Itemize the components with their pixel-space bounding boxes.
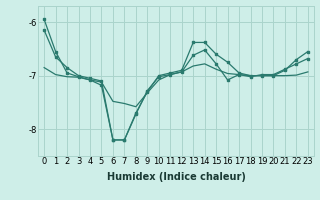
X-axis label: Humidex (Indice chaleur): Humidex (Indice chaleur) (107, 172, 245, 182)
